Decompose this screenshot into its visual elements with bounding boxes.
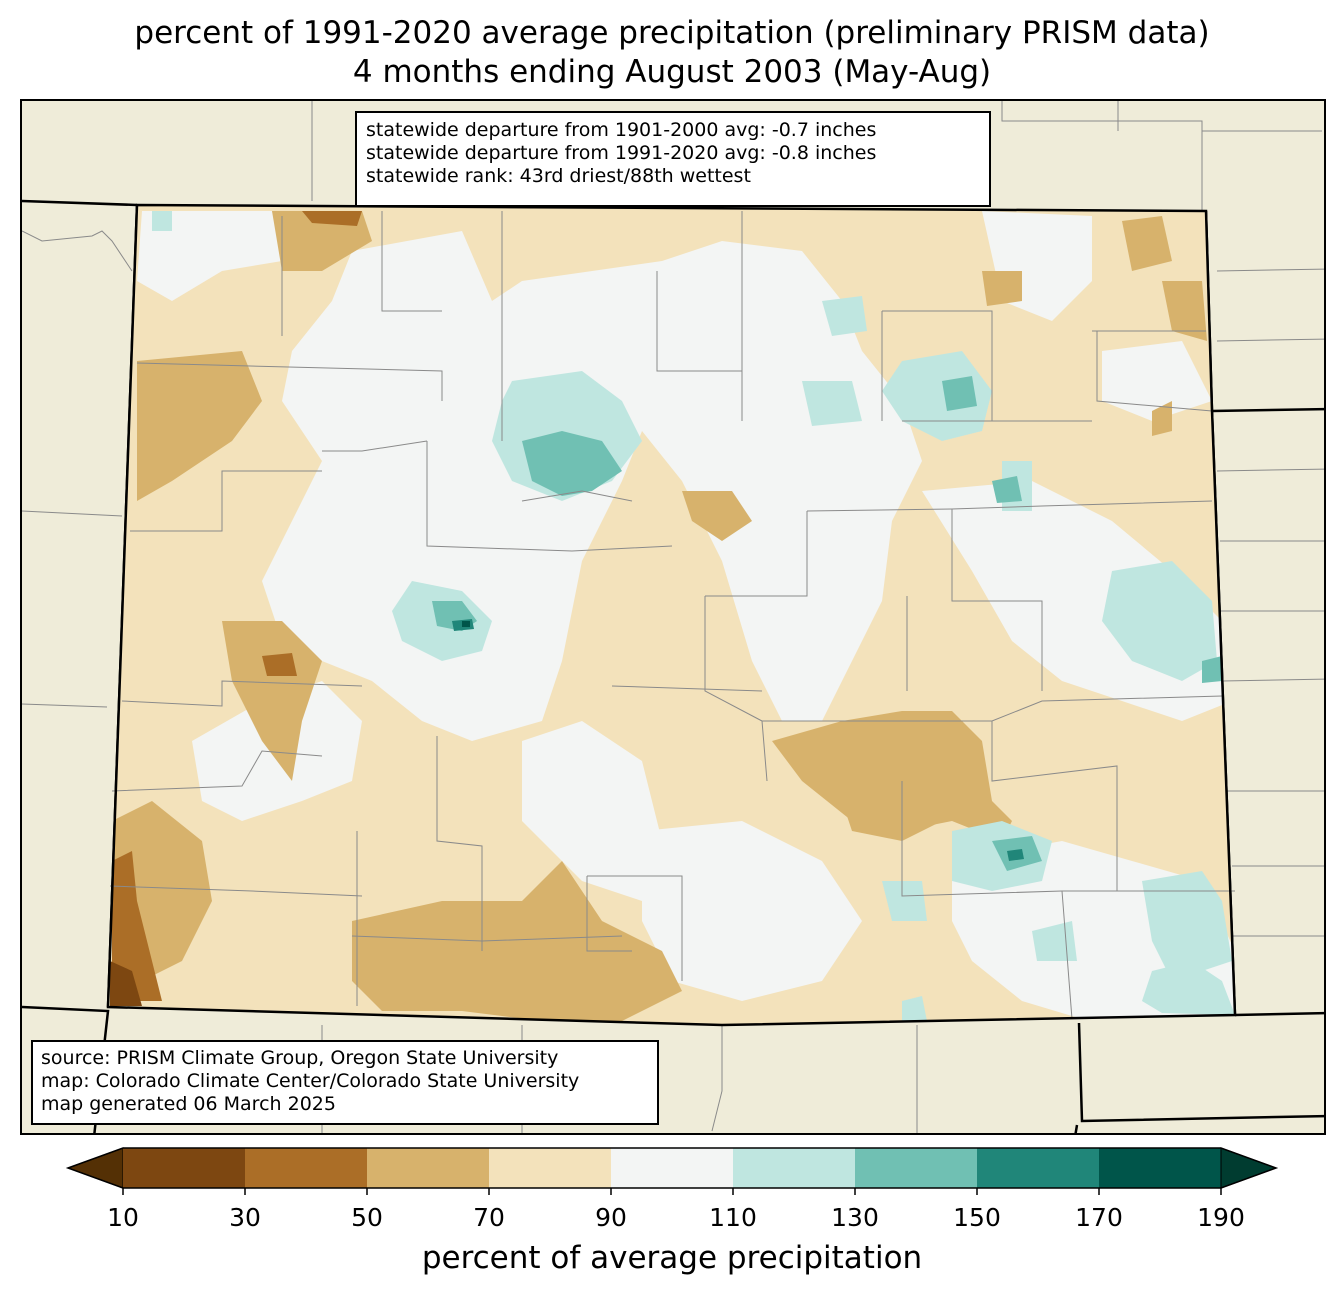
colorbar-tick-label: 50 [351, 1203, 383, 1232]
stats-departure-1991-2020: statewide departure from 1991-2020 avg: … [366, 142, 877, 164]
colorbar-bin-90-110 [611, 1148, 734, 1188]
colorbar-tick-label: 90 [595, 1203, 627, 1232]
colorbar-tick-label: 10 [107, 1203, 139, 1232]
colorbar-under-arrow [66, 1147, 124, 1189]
colorbar-tick-label: 150 [953, 1203, 1001, 1232]
colorbar-bin-150-170 [977, 1148, 1100, 1188]
colorbar-over-arrow [1220, 1147, 1278, 1189]
colorbar-bin-70-90 [489, 1148, 612, 1188]
map-title-line-2: 4 months ending August 2003 (May-Aug) [352, 54, 992, 90]
stats-departure-1901-2000: statewide departure from 1901-2000 avg: … [366, 119, 877, 141]
colorbar-bin-110-130 [733, 1148, 856, 1188]
neighbor-state-lines [22, 101, 1324, 1133]
generated-date-line: map generated 06 March 2025 [41, 1093, 336, 1115]
colorado-border [106, 203, 1237, 1027]
colorbar-tick-label: 30 [229, 1203, 261, 1232]
colorbar-tick-label: 190 [1197, 1203, 1245, 1232]
precipitation-contours [110, 211, 1235, 1021]
colorbar-bin-50-70 [367, 1148, 490, 1188]
colorbar-outline [65, 1147, 1279, 1189]
colorbar-bin-170-190 [1099, 1148, 1222, 1188]
colorbar-tick-label: 110 [709, 1203, 757, 1232]
colorbar-bin-30-50 [245, 1148, 368, 1188]
precipitation-map [20, 99, 1326, 1135]
source-box: source: PRISM Climate Group, Oregon Stat… [31, 1040, 659, 1125]
map-title-line-1: percent of 1991-2020 average precipitati… [134, 15, 1210, 51]
colorbar-label: percent of average precipitation [421, 1240, 923, 1276]
map-canvas [22, 101, 1324, 1133]
county-lines [109, 211, 1235, 1020]
colorbar-tick-label: 130 [831, 1203, 879, 1232]
colorbar-tick-label: 70 [473, 1203, 505, 1232]
source-line: source: PRISM Climate Group, Oregon Stat… [41, 1047, 559, 1069]
stats-rank: statewide rank: 43rd driest/88th wettest [366, 165, 751, 187]
colorbar-bin-130-150 [855, 1148, 978, 1188]
colorbar [65, 1147, 1279, 1195]
colorbar-bin-10-30 [123, 1148, 246, 1188]
map-credit-line: map: Colorado Climate Center/Colorado St… [41, 1070, 580, 1092]
colorbar-tick-label: 170 [1075, 1203, 1123, 1232]
statewide-stats-box: statewide departure from 1901-2000 avg: … [355, 111, 991, 207]
